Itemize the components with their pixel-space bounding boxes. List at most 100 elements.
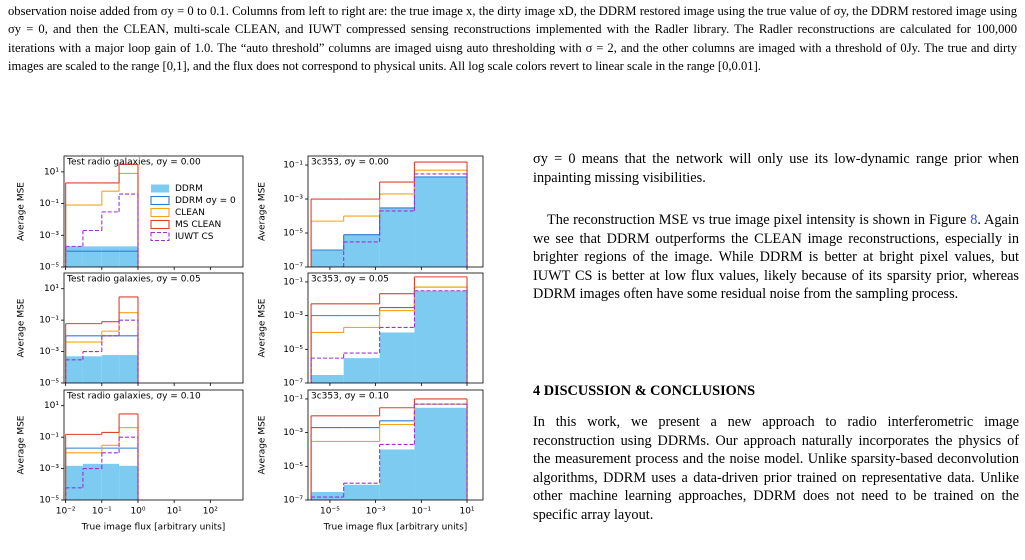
- x-axis-label: True image flux [arbitrary units]: [81, 523, 226, 533]
- step-connector: [310, 290, 468, 383]
- legend-swatch: [150, 219, 170, 230]
- legend-label: MS CLEAN: [175, 220, 221, 230]
- y-tick-label: 10⁻¹: [283, 161, 303, 171]
- y-axis-label: Average MSE: [258, 298, 268, 357]
- axes-frame: [63, 155, 244, 268]
- panel-title: 3c353, σy = 0.00: [311, 158, 389, 168]
- hist-bin: [101, 355, 120, 383]
- hist-bin: [311, 250, 344, 267]
- legend-label: IUWT CS: [175, 232, 214, 242]
- y-tick-label: 10⁻¹: [283, 394, 303, 404]
- legend-label: DDRM σy = 0: [175, 196, 236, 206]
- hist-bin: [343, 484, 380, 500]
- y-tick-label: 10⁻⁷: [283, 379, 303, 389]
- x-tick-label: 10⁻²: [56, 507, 76, 517]
- y-tick-label: 10⁻⁵: [39, 263, 59, 273]
- y-tick-label: 10⁻¹: [39, 433, 59, 443]
- x-tick-label: 10⁻¹: [92, 507, 112, 517]
- y-tick-label: 10⁻³: [283, 311, 303, 321]
- x-tick-label: 10⁻⁵: [320, 507, 340, 517]
- axes-frame: [307, 155, 484, 268]
- legend-swatch: [150, 231, 170, 242]
- y-tick-label: 10⁻⁵: [283, 462, 303, 472]
- y-tick-label: 10⁻³: [283, 195, 303, 205]
- y-tick-label: 10⁻⁵: [283, 345, 303, 355]
- step-connector: [310, 173, 468, 267]
- paragraph: The reconstruction MSE vs true image pix…: [533, 211, 1019, 304]
- hist-bin: [82, 463, 102, 500]
- hist-bin: [379, 332, 415, 383]
- hist-bin: [379, 207, 415, 267]
- hist-bin: [101, 246, 120, 267]
- figure: 10⁻⁵ 10⁻³ 10⁻¹ 10¹ Test radio galaxies, σy =…: [17, 155, 484, 533]
- hist-bin: [414, 290, 468, 383]
- step-connector: [65, 437, 139, 500]
- figure-caption: observation noise added from σy = 0 to 0…: [8, 4, 1017, 73]
- hist-bin: [311, 374, 344, 383]
- y-axis-label: Average MSE: [17, 415, 27, 474]
- x-tick-label: 10²: [203, 507, 218, 517]
- legend: DDRM DDRM σy = 0 CLEAN MS CLEAN IUWT CS: [150, 184, 236, 242]
- step-connector: [65, 194, 139, 267]
- hist-bin: [414, 407, 468, 500]
- hist-bin: [379, 449, 415, 500]
- plot-area: [310, 161, 468, 267]
- hist-bin: [343, 234, 380, 267]
- section-heading: 4 DISCUSSION & CONCLUSIONS: [533, 383, 756, 399]
- y-axis-label: Average MSE: [258, 415, 268, 474]
- y-tick-label: 10⁻⁷: [283, 496, 303, 506]
- y-tick-label: 10⁻³: [283, 428, 303, 438]
- y-tick-label: 10⁻⁵: [39, 496, 59, 506]
- panel-title: 3c353, σy = 0.05: [311, 275, 389, 285]
- x-axis-label: True image flux [arbitrary units]: [323, 523, 468, 533]
- plot-area: [65, 413, 139, 500]
- hist-bin: [119, 355, 138, 383]
- axes-frame: [63, 272, 244, 384]
- y-tick-label: 10⁻³: [39, 231, 59, 241]
- legend-label: DDRM: [175, 184, 203, 194]
- x-tick-label: 10¹: [459, 507, 474, 517]
- x-tick-label: 10⁻³: [366, 507, 386, 517]
- axes-frame: [63, 389, 244, 501]
- axes-frame: [307, 272, 484, 384]
- y-tick-label: 10⁻⁷: [283, 263, 303, 273]
- paragraph: In this work, we present a new approach …: [533, 414, 1019, 523]
- y-tick-label: 10⁻⁵: [39, 379, 59, 389]
- hist-bin: [414, 176, 468, 267]
- y-axis-label: Average MSE: [258, 182, 268, 241]
- x-tick-label: 10⁻¹: [411, 507, 431, 517]
- panel-title: Test radio galaxies, σy = 0.05: [66, 275, 201, 285]
- x-tick-label: 10⁰: [130, 507, 145, 517]
- hist-bin: [82, 246, 102, 267]
- hist-bin: [82, 356, 102, 383]
- figure-link[interactable]: 8: [970, 212, 978, 228]
- legend-swatch: [151, 184, 169, 193]
- y-tick-label: 10¹: [44, 401, 59, 411]
- paragraph: σy = 0 means that the network will only …: [533, 151, 1019, 186]
- axes-frame: [307, 389, 484, 501]
- hist-bin: [119, 246, 138, 267]
- legend-label: CLEAN: [175, 208, 205, 218]
- y-tick-label: 10⁻¹: [283, 277, 303, 287]
- hist-bin: [65, 356, 83, 383]
- text: The reconstruction MSE vs true image pix…: [547, 212, 971, 228]
- y-axis-label: Average MSE: [17, 298, 27, 357]
- y-tick-label: 10⁻³: [39, 347, 59, 357]
- x-tick-label: 10¹: [167, 507, 182, 517]
- y-tick-label: 10⁻⁵: [283, 229, 303, 239]
- hist-bin: [101, 463, 120, 500]
- plot-area: [65, 163, 139, 267]
- legend-swatch: [150, 207, 170, 218]
- panel-title: 3c353, σy = 0.10: [311, 392, 389, 402]
- y-tick-label: 10⁻³: [39, 464, 59, 474]
- y-tick-label: 10¹: [44, 284, 59, 294]
- hist-bin: [65, 246, 83, 267]
- legend-swatch: [150, 195, 170, 206]
- hist-bin: [119, 465, 138, 500]
- y-tick-label: 10⁻¹: [39, 199, 59, 209]
- plot-area: [65, 296, 139, 383]
- hist-bin: [65, 465, 83, 500]
- plot-area: [310, 398, 468, 500]
- y-tick-label: 10¹: [44, 167, 59, 177]
